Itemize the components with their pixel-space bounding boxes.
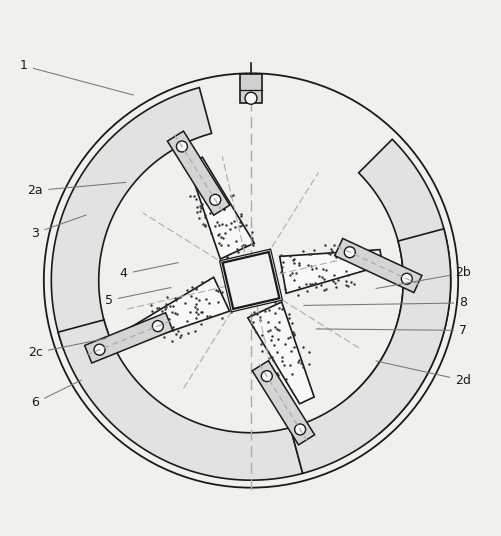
Circle shape: [261, 370, 272, 382]
Circle shape: [209, 195, 220, 205]
Text: 5: 5: [105, 287, 170, 307]
Text: 2d: 2d: [375, 361, 470, 387]
Polygon shape: [247, 302, 314, 404]
Circle shape: [176, 141, 187, 152]
Text: 8: 8: [303, 296, 466, 309]
Circle shape: [244, 92, 257, 105]
Bar: [239, 75, 262, 103]
Circle shape: [400, 273, 411, 284]
Text: 2b: 2b: [375, 266, 470, 288]
Polygon shape: [58, 320, 302, 480]
Text: 3: 3: [32, 215, 86, 240]
Text: 6: 6: [32, 380, 81, 410]
Polygon shape: [51, 87, 211, 349]
Polygon shape: [290, 229, 450, 473]
Circle shape: [294, 424, 305, 435]
Polygon shape: [252, 361, 314, 445]
Polygon shape: [279, 250, 382, 293]
Circle shape: [344, 247, 355, 258]
Circle shape: [152, 321, 163, 332]
Text: 1: 1: [20, 59, 133, 95]
Polygon shape: [167, 131, 229, 215]
Text: 2c: 2c: [28, 338, 106, 359]
Polygon shape: [334, 239, 421, 293]
Polygon shape: [222, 252, 279, 309]
Text: 2a: 2a: [28, 182, 126, 197]
Text: 4: 4: [120, 263, 178, 280]
Polygon shape: [348, 139, 450, 434]
Polygon shape: [85, 312, 172, 363]
Polygon shape: [187, 157, 254, 259]
Circle shape: [94, 344, 105, 355]
Polygon shape: [127, 277, 229, 344]
Text: 7: 7: [316, 324, 466, 337]
